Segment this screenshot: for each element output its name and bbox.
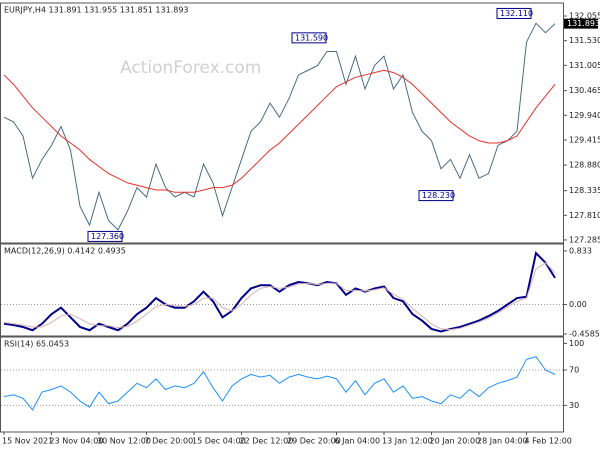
y-tick-label: 127.285 [569, 235, 600, 244]
pane-title: EURJPY,H4 131.891 131.955 131.851 131.89… [4, 6, 189, 15]
y-tick-label: 30 [569, 401, 579, 410]
y-tick-label: 129.415 [569, 135, 600, 144]
y-tick-label: 0.833 [569, 246, 592, 255]
y-tick-label: 128.335 [569, 186, 600, 195]
x-tick-label: 6 Jan 04:00 [335, 437, 381, 446]
x-tick-label: 7 Dec 20:00 [145, 437, 194, 446]
y-tick-label: 100 [569, 339, 584, 348]
y-tick-label: 128.880 [569, 161, 600, 170]
annotation-box [496, 7, 532, 19]
x-tick-label: 22 Dec 12:00 [240, 437, 294, 446]
y-tick-label: 70 [569, 366, 579, 375]
series-line [3, 69, 556, 193]
last-value-label: 131.893 [567, 19, 600, 28]
annotation-box [291, 32, 327, 44]
pane-frame [0, 2, 564, 244]
series-line [3, 22, 556, 231]
x-tick-label: 28 Jan 04:00 [477, 437, 528, 446]
annotation-label: 131.590 [295, 33, 328, 42]
x-tick-label: 15 Dec 04:00 [192, 437, 246, 446]
annotation-box [418, 190, 454, 202]
x-tick-label: 20 Jan 20:00 [430, 437, 481, 446]
annotation-box [87, 230, 123, 242]
y-tick-label: 131.005 [569, 61, 600, 70]
series-line [3, 262, 556, 331]
last-value-box [564, 18, 598, 29]
y-tick-label: 131.530 [569, 36, 600, 45]
y-tick-label: -0.4585 [569, 329, 600, 338]
series-line [3, 356, 556, 411]
annotation-label: 132.110 [500, 9, 533, 18]
x-tick-label: 15 Nov 2021 [2, 437, 53, 446]
x-tick-label: 23 Nov 04:00 [50, 437, 104, 446]
y-tick-label: 130.465 [569, 86, 600, 95]
y-tick-label: 129.940 [569, 111, 600, 120]
pane-title: RSI(14) 65.0453 [4, 340, 69, 349]
y-tick-label: 0.00 [569, 300, 587, 309]
x-tick-label: 30 Nov 12:00 [97, 437, 151, 446]
x-tick-label: 4 Feb 12:00 [525, 437, 572, 446]
y-tick-label: 132.055 [569, 12, 600, 21]
y-tick-label: 127.810 [569, 211, 600, 220]
x-tick-label: 13 Jan 12:00 [382, 437, 433, 446]
x-tick-label: 29 Dec 20:00 [287, 437, 341, 446]
pane-frame [0, 336, 564, 433]
series-line [3, 251, 556, 333]
pane-frame [0, 243, 564, 337]
annotation-label: 128.230 [422, 191, 455, 200]
pane-title: MACD(12,26,9) 0.4142 0.4935 [4, 247, 126, 256]
watermark: ActionForex.com [120, 58, 261, 78]
annotation-label: 127.360 [91, 232, 124, 241]
